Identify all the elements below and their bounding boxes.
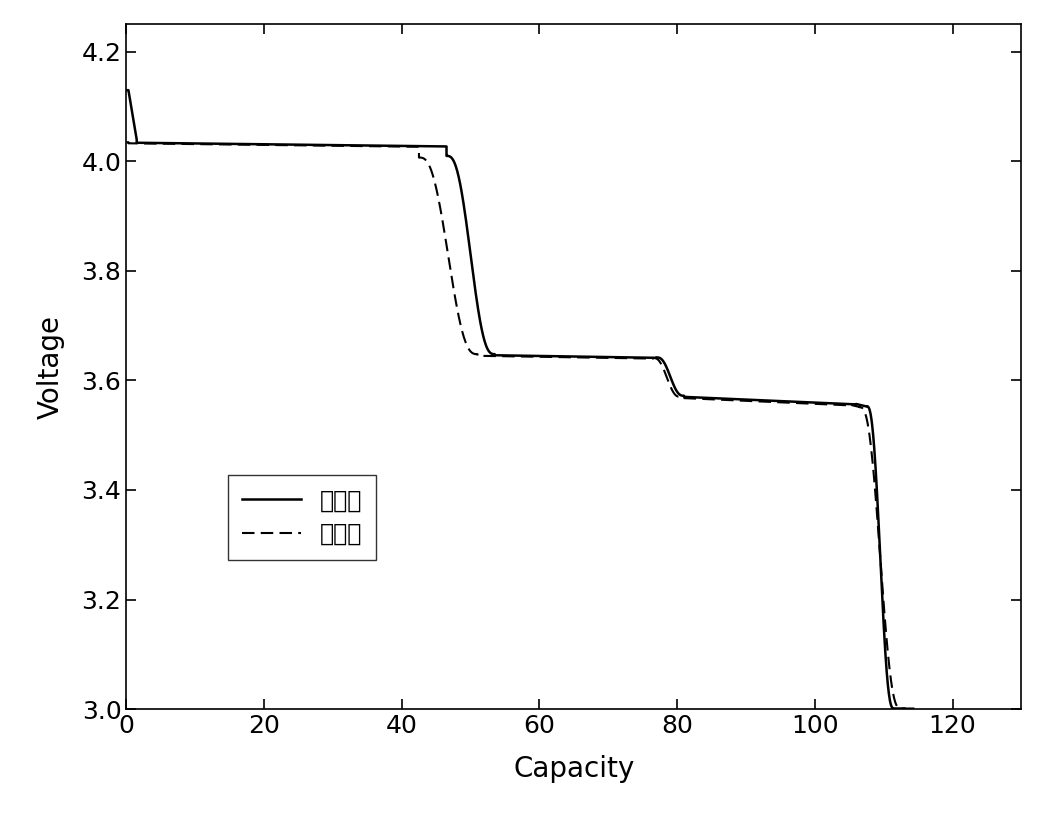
搾置后	[895, 703, 908, 713]
搾置后	[651, 355, 663, 364]
搾置后	[894, 703, 907, 713]
Line: 搾置后: 搾置后	[126, 142, 918, 708]
搾置前	[872, 513, 885, 523]
Legend: 搾置前, 搾置后: 搾置前, 搾置后	[227, 474, 376, 561]
搾置后	[380, 142, 393, 152]
X-axis label: Capacity: Capacity	[513, 755, 635, 782]
搾置前	[430, 142, 442, 152]
搾置后	[167, 139, 180, 148]
Y-axis label: Voltage: Voltage	[37, 315, 65, 419]
搾置后	[120, 137, 133, 147]
搾置后	[303, 140, 316, 150]
搾置前	[401, 141, 414, 151]
搾置前	[503, 350, 516, 360]
搾置前	[888, 703, 900, 713]
搾置后	[912, 703, 925, 713]
搾置前	[869, 457, 881, 467]
搾置后	[573, 353, 585, 363]
Line: 搾置前: 搾置前	[126, 90, 905, 708]
搾置前	[120, 86, 133, 95]
搾置前	[898, 703, 911, 713]
搾置前	[874, 563, 887, 573]
